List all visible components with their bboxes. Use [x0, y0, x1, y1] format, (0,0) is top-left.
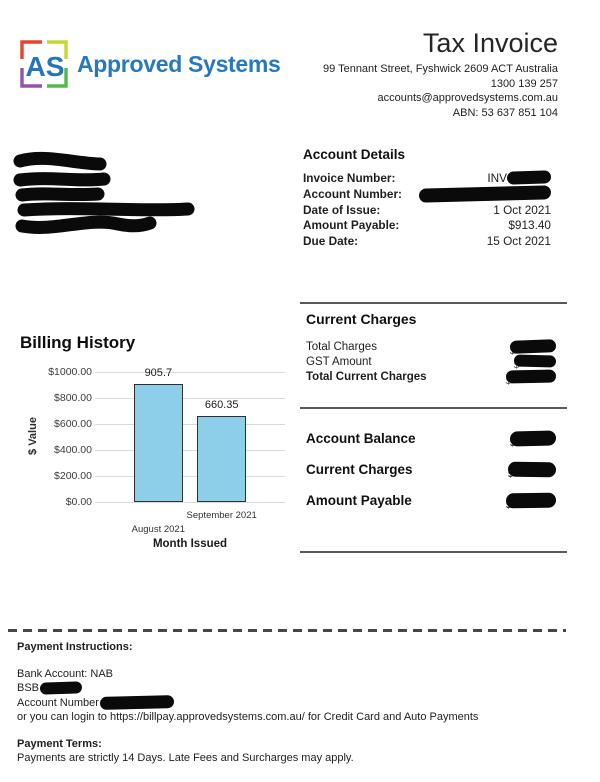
total-current-charges-label: Total Current Charges [306, 371, 427, 383]
due-date-row: Due Date: 15 Oct 2021 [303, 234, 551, 250]
summary-current-charges-redaction [507, 461, 557, 478]
amount-payable-value: $913.40 [508, 218, 551, 233]
chart-gridline [95, 501, 285, 503]
chart-ytick-label: $600.00 [54, 418, 92, 430]
account-details-heading: Account Details [303, 147, 406, 162]
chart-gridline [95, 449, 285, 451]
chart-x-axis-label: Month Issued [152, 538, 228, 550]
balance-summary-section: Account Balance $ Current Charges $ Amou… [306, 430, 557, 523]
total-charges-label: Total Charges [306, 341, 377, 353]
chart-ytick-label: $800.00 [54, 392, 92, 404]
brand-logo: AS Approved Systems [20, 40, 281, 88]
payment-terms-heading: Payment Terms: [17, 738, 102, 751]
total-current-charges-redaction [505, 369, 557, 383]
customer-address-redaction [13, 151, 195, 234]
billpay-login-line: or you can login to https://billpay.appr… [17, 710, 479, 723]
payment-terms-line: Payments are strictly 14 Days. Late Fees… [17, 752, 354, 765]
total-current-charges-row: Total Current Charges $ [306, 369, 557, 386]
bsb-redaction [39, 681, 83, 696]
payment-instructions-heading: Payment Instructions: [17, 641, 133, 653]
total-charges-value: $ [509, 338, 557, 356]
gst-amount-row: GST Amount $ [306, 354, 557, 370]
company-phone: 1300 139 257 [490, 77, 558, 90]
chart-ytick-label: $0.00 [65, 496, 92, 508]
chart-plot: 905.7 660.35 [95, 367, 285, 503]
brand-name: Approved Systems [77, 50, 281, 77]
invoice-number-redaction [506, 170, 552, 185]
total-current-charges-value: $ [505, 369, 557, 386]
chart-gridline [95, 475, 285, 477]
account-number-line: Account Number [17, 694, 577, 710]
chart-gridline [95, 423, 285, 425]
chart-ytick-label: $400.00 [54, 444, 92, 456]
summary-current-charges-row: Current Charges $ [306, 461, 557, 479]
due-date-value: 15 Oct 2021 [486, 234, 551, 249]
invoice-number-value: INV [487, 170, 552, 187]
amount-payable-label: Amount Payable: [303, 218, 400, 233]
account-balance-row: Account Balance $ [306, 430, 557, 448]
chart-data-label: 905.7 [144, 367, 173, 380]
document-title: Tax Invoice [422, 28, 558, 58]
chart-yticks: $1000.00 $800.00 $600.00 $400.00 $200.00 $0.0… [24, 358, 92, 518]
bsb-line: BSB [17, 681, 577, 696]
dashed-separator [8, 629, 566, 632]
bank-account-number-redaction [99, 694, 175, 710]
summary-amount-payable-row: Amount Payable $ [306, 492, 557, 510]
chart-bar [197, 416, 247, 502]
gst-amount-redaction [513, 354, 557, 368]
current-charges-section: Current Charges Total Charges $ GST Amou… [306, 311, 557, 386]
total-charges-row: Total Charges $ [306, 338, 557, 356]
chart-data-label: 660.35 [204, 399, 239, 412]
total-charges-redaction [509, 338, 557, 354]
chart-gridline [95, 397, 285, 399]
account-number-row: Account Number: [303, 185, 552, 203]
chart-category-label: September 2021 [186, 510, 257, 521]
bank-account-line: Bank Account: NAB [17, 668, 113, 681]
divider-middle [300, 407, 567, 409]
as-logo-icon: AS [20, 40, 68, 88]
billing-history-heading: Billing History [20, 333, 136, 352]
chart-gridline [95, 371, 285, 373]
current-charges-heading: Current Charges [306, 311, 417, 327]
invoice-number-row: Invoice Number: INV [303, 170, 552, 187]
gst-amount-value: $ [513, 354, 557, 370]
divider-top [300, 302, 567, 304]
gst-amount-label: GST Amount [306, 356, 372, 368]
company-email: accounts@approvedsystems.com.au [377, 92, 558, 105]
company-address: 99 Tennant Street, Fyshwick 2609 ACT Aus… [322, 63, 558, 75]
summary-amount-payable-redaction [505, 492, 557, 509]
account-number-redaction [418, 185, 552, 203]
account-balance-label: Account Balance [306, 431, 416, 446]
invoice-number-label: Invoice Number: [303, 171, 396, 185]
payment-section: Payment Instructions: Bank Account: NAB … [17, 640, 577, 765]
company-abn: ABN: 53 637 851 104 [452, 106, 558, 119]
account-details-section: Account Details Invoice Number: INV Acco… [303, 147, 552, 250]
account-balance-redaction [509, 430, 557, 447]
summary-current-charges-label: Current Charges [306, 462, 413, 477]
header-contact-block: Tax Invoice 99 Tennant Street, Fyshwick … [323, 28, 558, 120]
date-of-issue-label: Date of Issue: [303, 202, 381, 217]
chart-bar [133, 384, 183, 502]
chart-category-label: August 2021 [131, 524, 185, 535]
chart-ytick-label: $1000.00 [48, 366, 92, 378]
billing-history-chart: $ Value $1000.00 $800.00 $600.00 $400.00 $20… [18, 358, 303, 558]
amount-payable-row: Amount Payable: $913.40 [303, 218, 551, 234]
due-date-label: Due Date: [303, 234, 359, 249]
summary-amount-payable-value: $ [505, 492, 557, 510]
date-of-issue-value: 1 Oct 2021 [493, 202, 551, 217]
divider-bottom [300, 551, 567, 553]
account-number-label: Account Number: [303, 186, 402, 201]
chart-ytick-label: $200.00 [54, 470, 92, 482]
account-number-value [418, 185, 552, 203]
summary-current-charges-value: $ [507, 461, 557, 479]
date-of-issue-row: Date of Issue: 1 Oct 2021 [303, 203, 551, 219]
logo-monogram: AS [26, 51, 65, 82]
account-balance-value: $ [509, 430, 557, 448]
summary-amount-payable-label: Amount Payable [306, 493, 412, 508]
